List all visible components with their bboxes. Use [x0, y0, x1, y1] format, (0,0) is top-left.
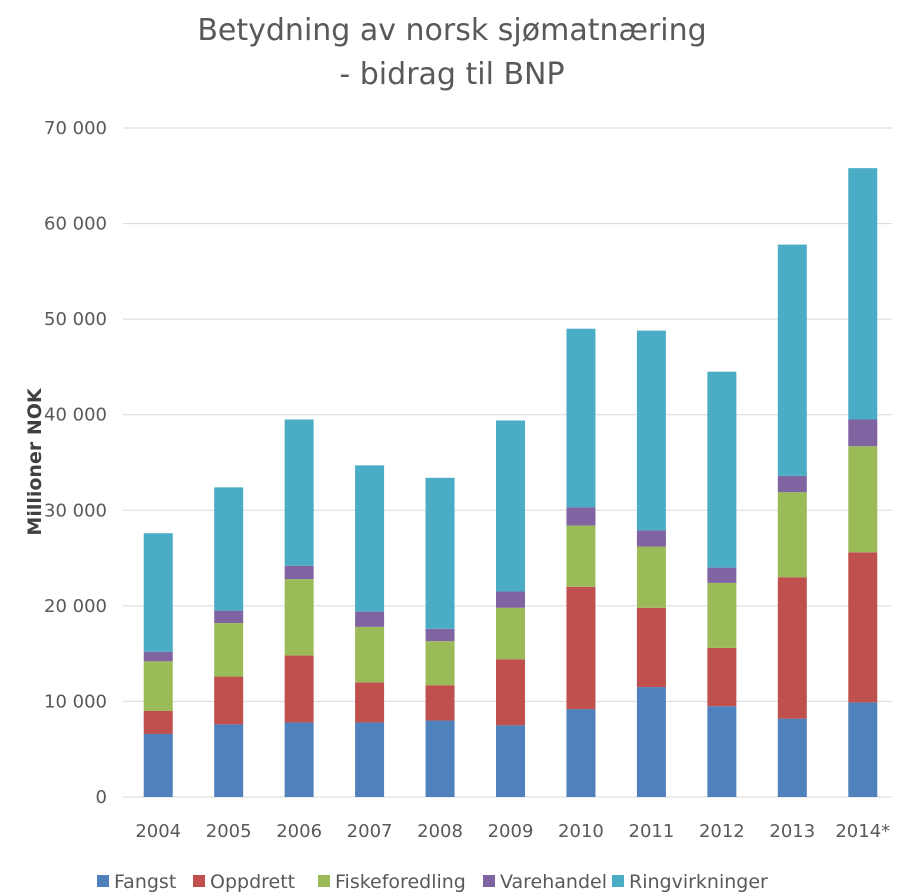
bar-varehandel-2009 [496, 591, 525, 608]
legend-swatch-fangst [97, 875, 109, 887]
bar-fiskeforedling-2005 [214, 623, 244, 677]
bar-fiskeforedling-2012 [707, 582, 737, 648]
bar-fangst-2007 [355, 722, 385, 797]
bar-fangst-2005 [214, 724, 244, 797]
x-axis-ticks: 2004 2005 2006 2007 2008 2009 2010 2011 2012 2013… [135, 821, 890, 842]
bar-varehandel-2010 [566, 507, 596, 526]
legend: Fangst Oppdrett Fiskeforedling Varehandel Ri… [97, 871, 768, 892]
legend-swatch-fiskeforedling [318, 875, 330, 887]
bar-ringvirkninger-2011 [636, 330, 666, 531]
bar-oppdrett-2014 [848, 552, 878, 703]
y-tick-label: 70 000 [44, 118, 107, 139]
bar-varehandel-2014 [848, 419, 878, 447]
bar-fiskeforedling-2013 [777, 492, 807, 578]
x-tick-label: 2005 [206, 821, 252, 842]
bar-varehandel-2008 [425, 628, 455, 642]
bar-varehandel-2006 [284, 565, 314, 580]
bar-fangst-2009 [496, 725, 525, 797]
x-tick-label: 2007 [347, 821, 393, 842]
y-tick-label: 0 [96, 787, 107, 808]
y-tick-label: 60 000 [44, 214, 107, 235]
bar-oppdrett-2006 [284, 655, 314, 723]
x-tick-label: 2013 [769, 821, 815, 842]
bar-fiskeforedling-2006 [284, 579, 314, 656]
bar-fangst-2008 [425, 720, 455, 797]
bar-varehandel-2005 [214, 610, 244, 624]
bar-varehandel-2007 [355, 611, 385, 627]
bars [143, 168, 878, 797]
y-axis-ticks: 0 10 000 20 000 30 000 40 000 50 000 60 000 70 … [44, 118, 107, 808]
y-axis-label: Millioner NOK [24, 387, 46, 535]
bar-fangst-2011 [636, 687, 666, 797]
bar-ringvirkninger-2004 [143, 533, 173, 652]
x-tick-label: 2006 [276, 821, 322, 842]
legend-label-fiskeforedling: Fiskeforedling [335, 871, 466, 892]
x-tick-label: 2010 [558, 821, 604, 842]
bar-oppdrett-2010 [566, 586, 596, 710]
bar-fangst-2013 [777, 718, 807, 797]
legend-swatch-ringvirkninger [612, 875, 624, 887]
bar-fiskeforedling-2011 [636, 546, 666, 608]
bar-oppdrett-2009 [496, 659, 525, 726]
legend-label-fangst: Fangst [114, 871, 176, 892]
x-tick-label: 2012 [699, 821, 745, 842]
bar-fangst-2006 [284, 722, 314, 797]
bar-fiskeforedling-2009 [496, 607, 525, 660]
bar-oppdrett-2011 [636, 607, 666, 688]
bar-ringvirkninger-2013 [777, 244, 807, 476]
bar-varehandel-2011 [636, 530, 666, 547]
bar-varehandel-2004 [143, 651, 173, 662]
legend-swatch-oppdrett [193, 875, 205, 887]
bar-fangst-2012 [707, 706, 737, 797]
legend-swatch-varehandel [483, 875, 495, 887]
bar-varehandel-2013 [777, 475, 807, 493]
bar-fangst-2010 [566, 709, 596, 797]
chart-title: Betydning av norsk sjømatnæring [197, 13, 706, 48]
bar-fiskeforedling-2004 [143, 661, 173, 711]
bar-ringvirkninger-2012 [707, 371, 737, 568]
bar-oppdrett-2008 [425, 685, 455, 721]
x-tick-label: 2014* [835, 821, 890, 842]
bar-ringvirkninger-2006 [284, 419, 314, 566]
x-tick-label: 2004 [135, 821, 181, 842]
bar-fiskeforedling-2014 [848, 446, 878, 553]
legend-label-ringvirkninger: Ringvirkninger [629, 871, 768, 892]
bar-fiskeforedling-2007 [355, 626, 385, 683]
bar-oppdrett-2013 [777, 577, 807, 719]
x-tick-label: 2008 [417, 821, 463, 842]
bar-fangst-2004 [143, 733, 173, 797]
bar-fiskeforedling-2010 [566, 525, 596, 587]
bar-oppdrett-2007 [355, 682, 385, 723]
bar-ringvirkninger-2005 [214, 487, 244, 611]
legend-label-varehandel: Varehandel [500, 871, 607, 892]
chart-subtitle: - bidrag til BNP [339, 57, 564, 92]
y-tick-label: 10 000 [44, 691, 107, 712]
bar-ringvirkninger-2008 [425, 477, 455, 629]
y-tick-label: 20 000 [44, 596, 107, 617]
bar-fangst-2014 [848, 702, 878, 797]
bar-ringvirkninger-2007 [355, 465, 385, 612]
y-tick-label: 50 000 [44, 309, 107, 330]
bar-fiskeforedling-2008 [425, 641, 455, 686]
x-tick-label: 2009 [488, 821, 534, 842]
y-tick-label: 40 000 [44, 405, 107, 426]
y-tick-label: 30 000 [44, 500, 107, 521]
legend-label-oppdrett: Oppdrett [210, 871, 295, 892]
bar-ringvirkninger-2009 [496, 420, 525, 592]
bar-oppdrett-2004 [143, 710, 173, 734]
bar-oppdrett-2012 [707, 647, 737, 707]
bar-oppdrett-2005 [214, 676, 244, 725]
x-tick-label: 2011 [629, 821, 675, 842]
bar-ringvirkninger-2010 [566, 328, 596, 508]
bar-ringvirkninger-2014 [848, 168, 878, 420]
bar-varehandel-2012 [707, 567, 737, 583]
